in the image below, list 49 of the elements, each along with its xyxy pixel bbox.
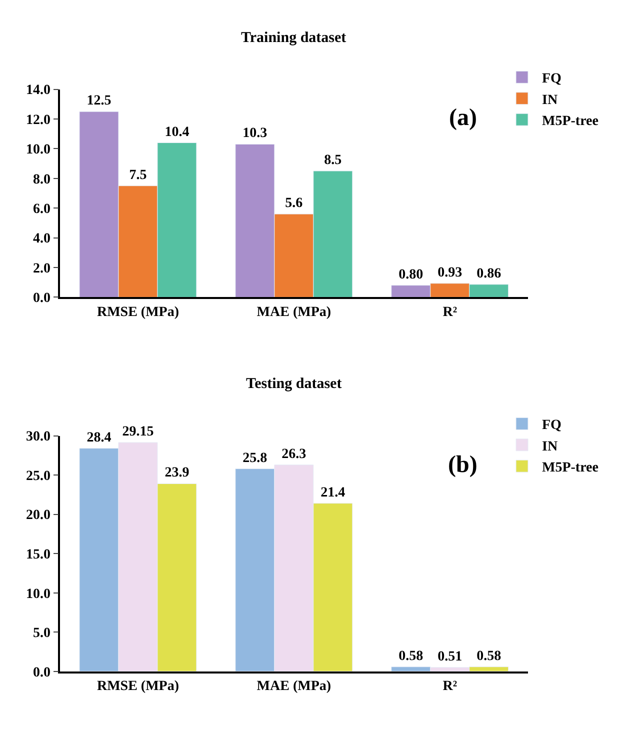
y-tick-label: 30.0 xyxy=(26,430,50,445)
data-label: 26.3 xyxy=(282,446,306,462)
y-tick-label: 4.0 xyxy=(32,232,50,247)
y-tick-label: 25.0 xyxy=(26,468,50,484)
y-tick-label: 5.0 xyxy=(32,626,50,642)
data-label: 0.58 xyxy=(398,648,424,664)
annotation: (b) xyxy=(448,452,478,478)
y-tick-label: 8.0 xyxy=(32,172,50,188)
x-tick-label: MAE (MPa) xyxy=(256,678,332,694)
data-label: 0.86 xyxy=(476,266,502,282)
data-label: 29.15 xyxy=(122,424,154,440)
annotation: (a) xyxy=(449,105,477,131)
data-label: 0.51 xyxy=(438,649,462,664)
legend-label: FQ xyxy=(542,418,562,434)
y-tick-label: 20.0 xyxy=(26,508,50,524)
data-label: 8.5 xyxy=(324,152,342,168)
chart-title: Training dataset xyxy=(241,30,346,46)
data-label: 10.4 xyxy=(164,124,190,140)
data-label: 10.3 xyxy=(242,126,268,142)
x-tick-label: RMSE (MPa) xyxy=(96,304,180,320)
data-label: 23.9 xyxy=(164,466,190,481)
y-tick-label: 15.0 xyxy=(26,548,50,563)
data-label: 0.58 xyxy=(476,648,502,664)
y-tick-label: 14.0 xyxy=(26,83,50,98)
x-tick-label: MAE (MPa) xyxy=(256,304,332,320)
y-tick-label: 0.0 xyxy=(32,291,50,306)
data-label: 21.4 xyxy=(320,485,346,500)
data-label: 0.80 xyxy=(398,267,424,282)
x-tick-label: RMSE (MPa) xyxy=(96,678,180,694)
y-tick-label: 2.0 xyxy=(32,261,50,276)
data-label: 28.4 xyxy=(86,430,112,446)
x-tick-label: R² xyxy=(442,304,458,320)
x-tick-label: R² xyxy=(442,678,458,694)
y-tick-label: 12.0 xyxy=(26,112,50,128)
legend-label: M5P-tree xyxy=(542,460,598,476)
y-tick-label: 0.0 xyxy=(32,665,50,680)
y-tick-label: 10.0 xyxy=(26,586,50,602)
data-label: 7.5 xyxy=(129,168,147,183)
data-label: 5.6 xyxy=(285,196,303,212)
legend-label: M5P-tree xyxy=(542,114,598,130)
legend-label: FQ xyxy=(542,72,562,87)
y-tick-label: 6.0 xyxy=(32,202,50,217)
y-tick-label: 10.0 xyxy=(26,142,50,158)
data-label: 12.5 xyxy=(86,94,112,109)
data-label: 25.8 xyxy=(242,450,268,466)
chart-title: Testing dataset xyxy=(246,376,342,392)
legend-label: IN xyxy=(542,92,558,108)
data-label: 0.93 xyxy=(438,265,462,280)
legend-label: IN xyxy=(542,439,558,454)
